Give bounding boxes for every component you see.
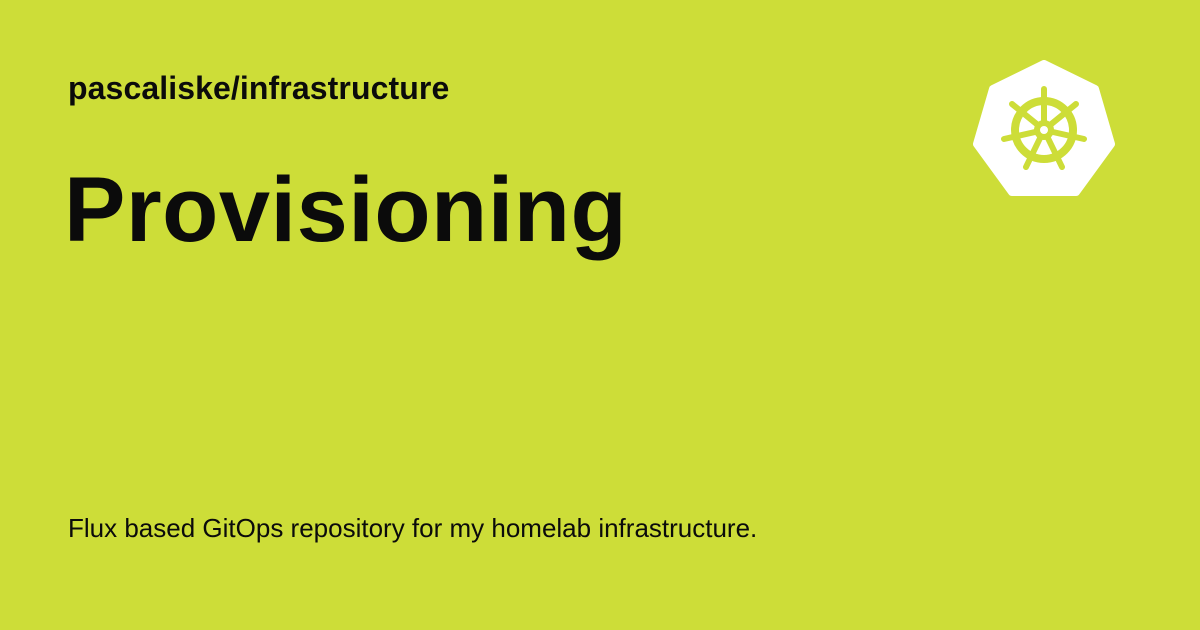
kubernetes-helm-icon (973, 60, 1115, 196)
repository-description: Flux based GitOps repository for my home… (68, 513, 758, 543)
repository-name: pascaliske/infrastructure (68, 70, 450, 106)
page-title: Provisioning (64, 159, 628, 261)
